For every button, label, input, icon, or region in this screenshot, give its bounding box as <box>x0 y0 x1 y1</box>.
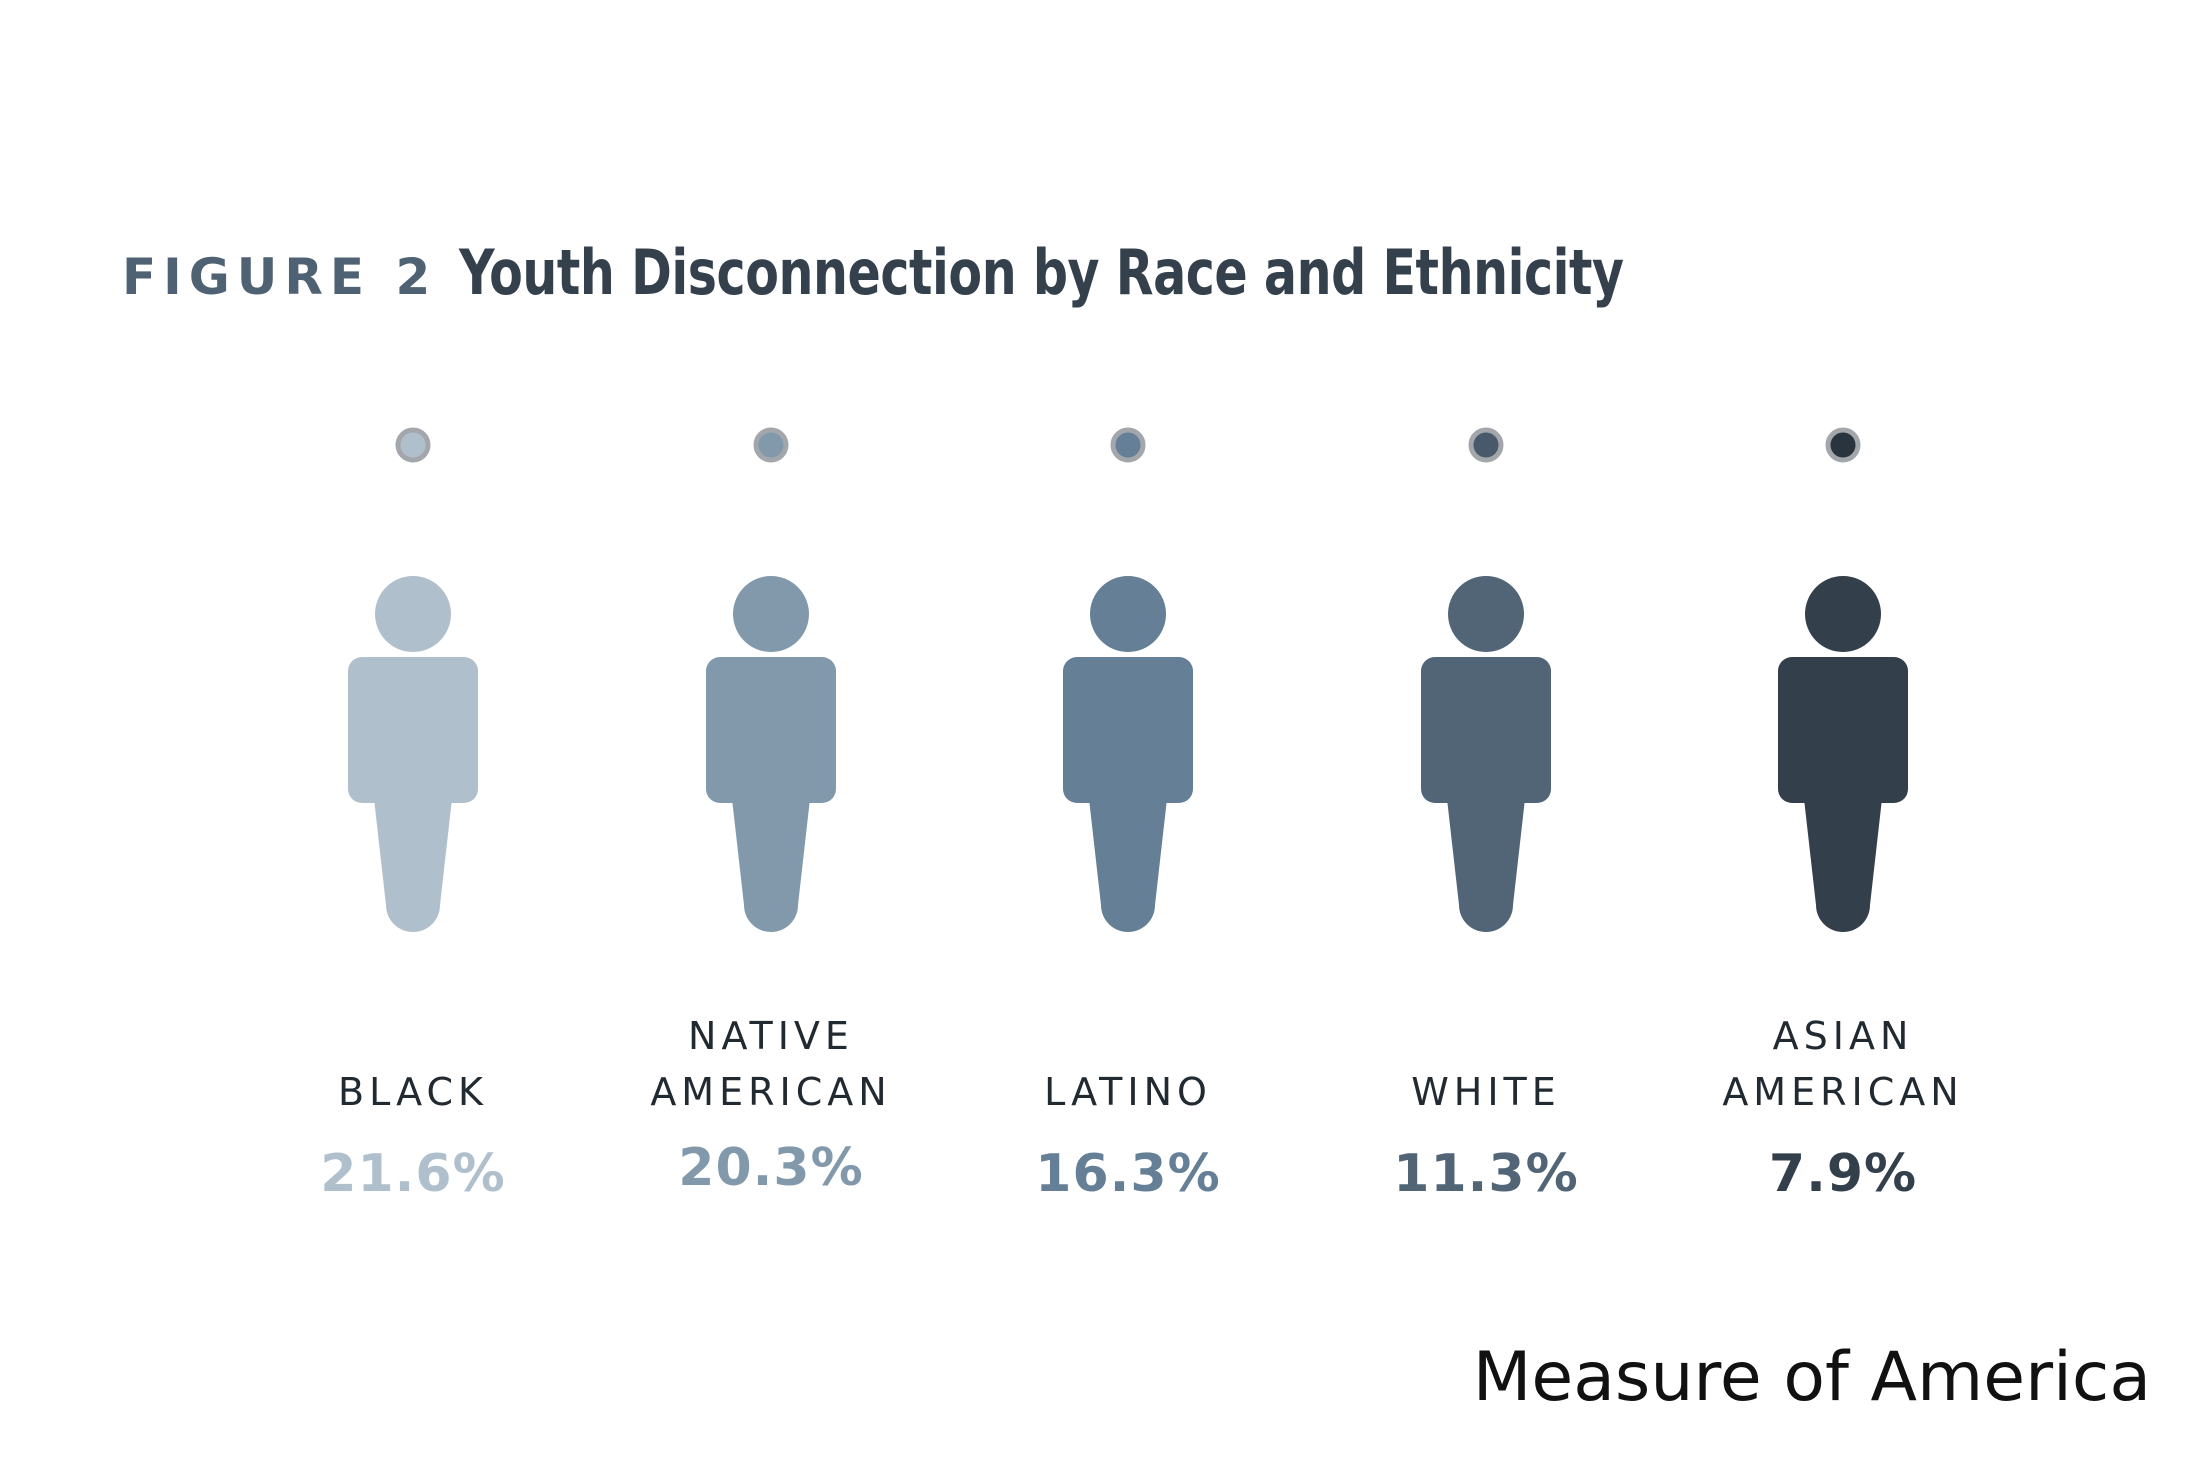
scale-dot-asian-american <box>1825 427 1861 463</box>
scale-dot-black <box>395 427 431 463</box>
scale-line-group <box>395 427 1861 463</box>
category-name-latino: LATINO <box>958 1064 1298 1120</box>
category-value-asian-american: 7.9% <box>1768 1144 1918 1204</box>
category-name-line: ASIAN <box>1772 1014 1914 1058</box>
category-name-line: WHITE <box>1411 1070 1561 1114</box>
scale-dot-native-american <box>753 427 789 463</box>
person-icon-black <box>348 576 478 932</box>
category-name-line: BLACK <box>338 1070 488 1114</box>
scale-dot-white <box>1468 427 1504 463</box>
person-icon-white <box>1421 576 1551 932</box>
person-icon-native-american <box>706 576 836 932</box>
category-name-asian-american: ASIAN AMERICAN <box>1673 1008 2013 1120</box>
scale-dot-latino <box>1110 427 1146 463</box>
category-name-native-american: NATIVE AMERICAN <box>601 1008 941 1120</box>
source-credit: Measure of America <box>1472 1338 2151 1417</box>
category-value-latino: 16.3% <box>1035 1144 1221 1204</box>
person-icon-asian-american <box>1778 576 1908 932</box>
category-name-white: WHITE <box>1316 1064 1656 1120</box>
category-name-line: LATINO <box>1044 1070 1212 1114</box>
person-figures-group <box>348 576 1908 932</box>
category-name-line: AMERICAN <box>1722 1070 1964 1114</box>
category-name-black: BLACK <box>243 1064 583 1120</box>
category-value-native-american: 20.3% <box>678 1138 864 1198</box>
person-icon-latino <box>1063 576 1193 932</box>
figure-number: FIGURE 2 <box>122 248 438 306</box>
category-value-black: 21.6% <box>320 1144 506 1204</box>
category-value-white: 11.3% <box>1393 1144 1579 1204</box>
chart-title-row: FIGURE 2 Youth Disconnection by Race and… <box>122 236 1783 309</box>
category-name-line: NATIVE <box>688 1014 854 1058</box>
chart-title: Youth Disconnection by Race and Ethnicit… <box>459 236 1624 309</box>
category-name-line: AMERICAN <box>650 1070 892 1114</box>
